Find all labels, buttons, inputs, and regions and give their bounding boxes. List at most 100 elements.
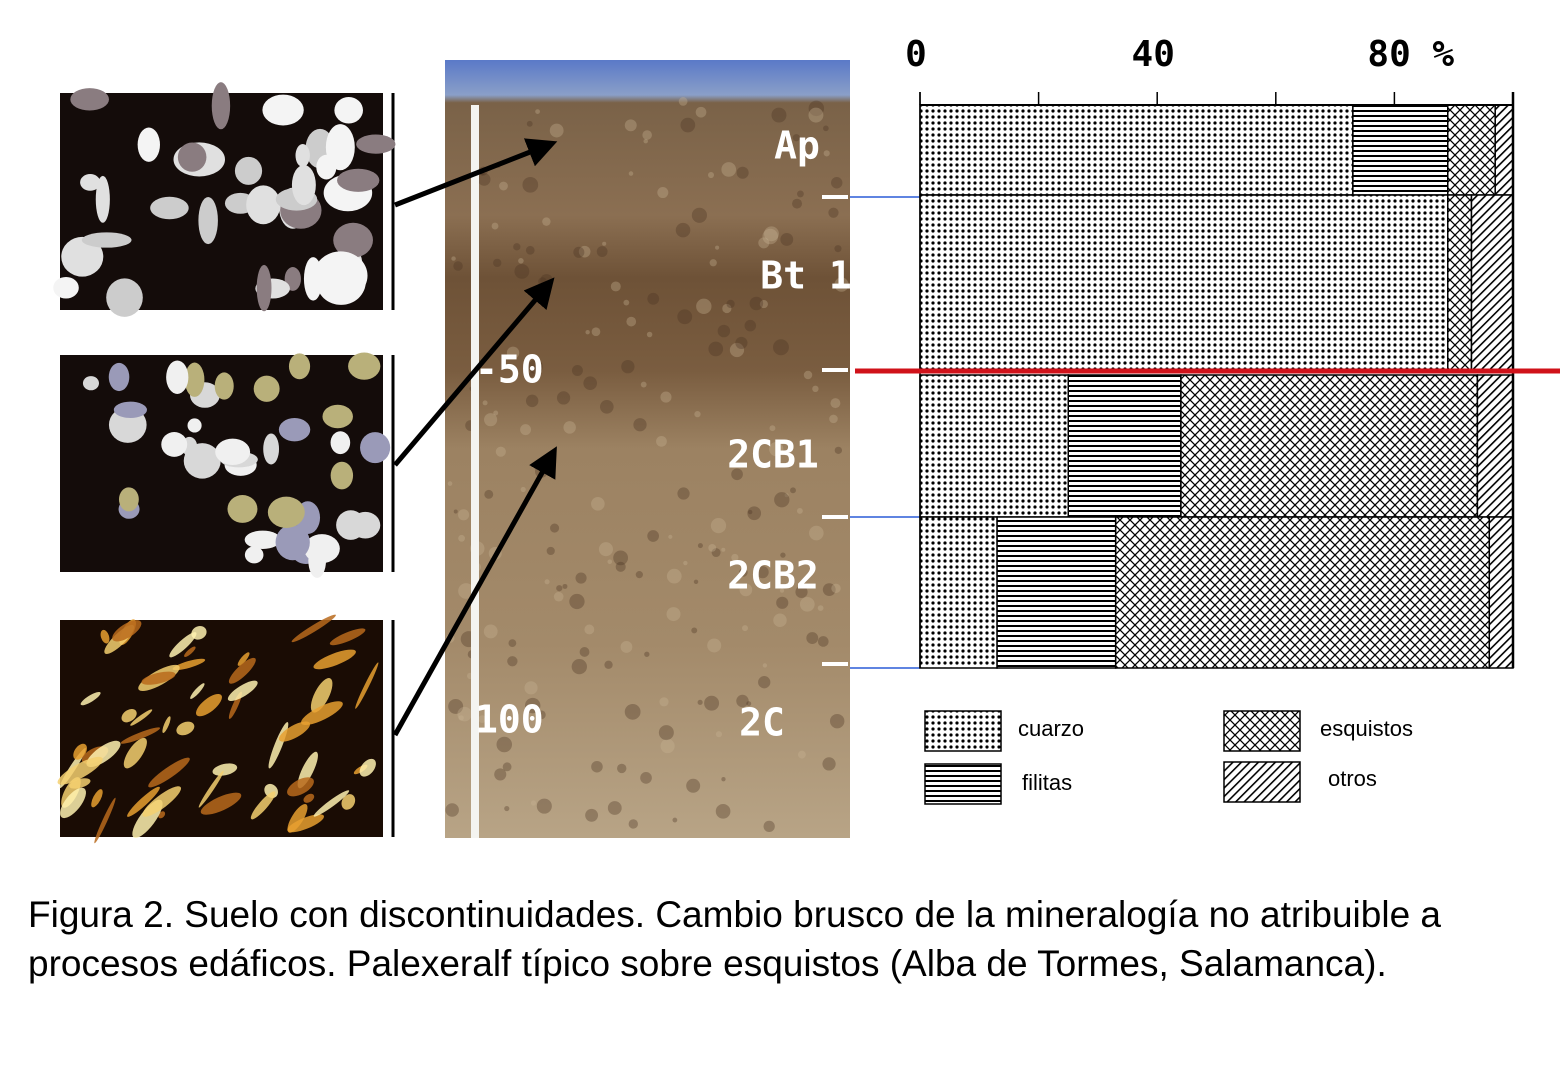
soil-speck [546, 546, 555, 556]
grain [123, 737, 147, 769]
grain [244, 530, 281, 549]
bar-segment [996, 516, 1117, 669]
soil-speck [711, 548, 721, 558]
soil-speck [610, 281, 621, 292]
soil-speck [518, 258, 524, 264]
soil-speck [562, 583, 568, 589]
grain [200, 792, 242, 815]
soil-speck [445, 803, 459, 817]
soil-speck [744, 319, 757, 332]
soil-speck [726, 299, 735, 309]
grain [301, 701, 343, 726]
grain [106, 278, 143, 317]
grain [137, 127, 160, 162]
grain [53, 276, 79, 299]
bar-segment [1114, 516, 1491, 669]
soil-speck [717, 324, 731, 338]
soil-speck [458, 715, 464, 721]
soil-speck [722, 303, 732, 314]
soil-speck [675, 222, 691, 238]
soil-speck [598, 542, 613, 557]
bar-segment [919, 374, 1069, 518]
legend-label: cuarzo [1018, 716, 1084, 741]
bar-segment [1488, 516, 1514, 669]
bar-segment [919, 194, 1449, 371]
grain [330, 461, 354, 490]
soil-speck [736, 694, 749, 708]
soil-speck [715, 731, 722, 738]
grain [287, 777, 314, 797]
grain [360, 432, 391, 464]
grain [250, 791, 276, 820]
soil-speck [571, 658, 587, 675]
soil-speck [524, 681, 538, 695]
soil-speck [522, 176, 539, 193]
soil-speck [657, 187, 669, 199]
legend-swatch [924, 710, 1002, 752]
soil-speck [666, 607, 681, 622]
soil-speck [780, 552, 786, 558]
soil-speck [756, 566, 769, 579]
soil-speck [656, 435, 667, 447]
grain [100, 629, 110, 644]
grain [359, 758, 376, 777]
grain [355, 662, 379, 709]
soil-speck [830, 398, 841, 409]
grain [356, 134, 396, 154]
bar-segment [919, 516, 998, 669]
grain [166, 360, 189, 394]
soil-speck [691, 207, 707, 223]
soil-speck [504, 805, 510, 812]
caption: Figura 2. Suelo con discontinuidades. Ca… [28, 894, 1442, 984]
soil-speck [553, 591, 564, 602]
soil-speck [822, 757, 836, 771]
soil-speck [525, 394, 539, 408]
bar-segment [1352, 104, 1449, 196]
soil-speck [707, 638, 722, 653]
soil-speck [773, 613, 787, 628]
grain [237, 652, 250, 666]
soil-speck [530, 800, 537, 806]
soil-speck [806, 632, 819, 645]
soil-speck [784, 493, 789, 498]
soil-speck [451, 256, 456, 261]
soil-speck [809, 525, 824, 541]
grain [228, 657, 256, 684]
grain [176, 721, 195, 736]
grain [253, 375, 280, 402]
horizon-label: 2CB2 [727, 554, 819, 598]
grain [61, 236, 104, 277]
soil-speck [556, 585, 563, 592]
grain [334, 97, 363, 124]
soil-speck [563, 421, 576, 434]
soil-speck [680, 117, 696, 133]
grain [234, 156, 263, 185]
soil-speck [524, 697, 541, 714]
grain [295, 143, 310, 167]
soil-speck [646, 331, 653, 338]
bar-segment [1447, 104, 1496, 196]
soil-speck [834, 446, 843, 455]
soil-speck [774, 492, 790, 508]
horizon-label: Bt 1 [760, 254, 852, 298]
soil-speck [628, 171, 634, 176]
grain [275, 524, 310, 561]
legend-swatch [1223, 761, 1301, 803]
soil-speck [617, 763, 627, 774]
soil-speck [742, 625, 749, 632]
grain [130, 709, 153, 726]
soil-speck [478, 715, 486, 723]
grain [278, 418, 311, 442]
soil-speck [808, 107, 824, 123]
grain [70, 88, 109, 111]
soil-speck [834, 277, 849, 292]
soil-speck [544, 579, 550, 585]
soil-speck [772, 339, 789, 356]
soil-speck [758, 237, 770, 249]
grain [262, 94, 304, 126]
soil-speck [771, 107, 787, 123]
soil-speck [797, 190, 804, 198]
soil-speck [695, 106, 707, 118]
soil-speck [525, 245, 535, 255]
grain [187, 418, 202, 433]
